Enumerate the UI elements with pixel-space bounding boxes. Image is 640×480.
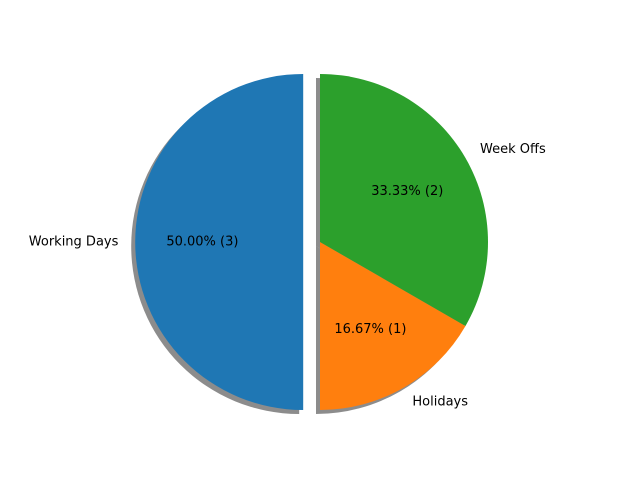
slices bbox=[135, 74, 488, 410]
percent-label-week-offs: 33.33% (2) bbox=[371, 184, 443, 199]
slice-holidays bbox=[320, 242, 466, 410]
slice-working-days bbox=[135, 74, 304, 410]
slice-labels: Working Days 50.00% (3) Holidays 16.67% (1)… bbox=[29, 142, 546, 409]
percent-label-working-days: 50.00% (3) bbox=[166, 235, 238, 250]
slice-week-offs bbox=[320, 74, 488, 326]
slice-label-week-offs: Week Offs bbox=[480, 142, 546, 157]
slice-label-working-days: Working Days bbox=[29, 235, 119, 250]
slice-label-holidays: Holidays bbox=[412, 395, 468, 410]
percent-label-holidays: 16.67% (1) bbox=[334, 322, 406, 337]
